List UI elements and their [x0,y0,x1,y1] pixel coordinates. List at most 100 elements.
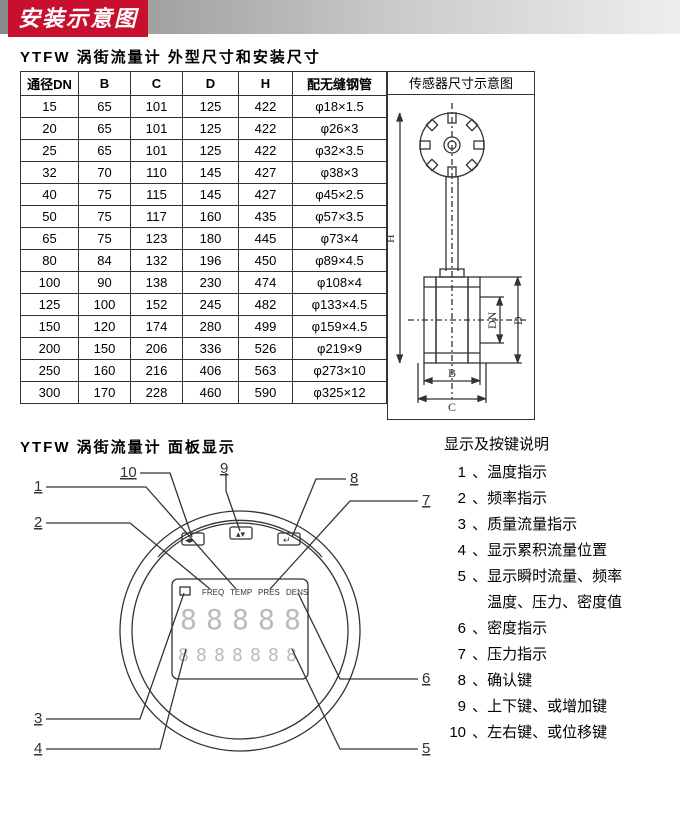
table-cell: φ32×3.5 [293,140,387,162]
legend-item: 5 、显示瞬时流量、频率 [444,564,660,590]
table-cell: 117 [131,206,183,228]
table-cell: 123 [131,228,183,250]
col-pipe: 配无缝钢管 [293,72,387,96]
legend-item: 2 、频率指示 [444,486,660,512]
svg-text:8: 8 [178,645,189,666]
legend-item: 9 、上下键、或增加键 [444,694,660,720]
table-cell: 230 [183,272,239,294]
table-cell: 40 [21,184,79,206]
legend-item: 1 、温度指示 [444,460,660,486]
table-cell: 152 [131,294,183,316]
table-cell: 132 [131,250,183,272]
table-cell: φ45×2.5 [293,184,387,206]
table-cell: 526 [239,338,293,360]
callout-4: 4 [34,740,42,757]
svg-text:DENS: DENS [286,588,308,597]
table-cell: 145 [183,162,239,184]
legend-item: 8 、确认键 [444,668,660,694]
table-row: 250160216406563φ273×10 [21,360,387,382]
table-cell: 499 [239,316,293,338]
table-cell: 245 [183,294,239,316]
table-cell: 160 [79,360,131,382]
table-cell: 84 [79,250,131,272]
callout-10: 10 [120,464,137,481]
table-cell: 75 [79,206,131,228]
table-cell: 482 [239,294,293,316]
table-cell: φ89×4.5 [293,250,387,272]
svg-text:8: 8 [284,603,301,636]
table-cell: 75 [79,184,131,206]
table-cell: 200 [21,338,79,360]
table-cell: 20 [21,118,79,140]
table-cell: 435 [239,206,293,228]
svg-text:8: 8 [268,645,279,666]
table-cell: 75 [79,228,131,250]
table-cell: 100 [21,272,79,294]
label-C: C [448,400,456,414]
table-cell: φ159×4.5 [293,316,387,338]
panel-diagram: ◂▸ ▴▾ ↵ FREQ TEMP PRES DENS 88 88 [20,461,440,761]
table-row: 8084132196450φ89×4.5 [21,250,387,272]
header-title: 安装示意图 [8,0,148,37]
table-row: 2565101125422φ32×3.5 [21,140,387,162]
svg-text:8: 8 [214,645,225,666]
table-cell: φ26×3 [293,118,387,140]
table-cell: 250 [21,360,79,382]
table-cell: 110 [131,162,183,184]
col-d: D [183,72,239,96]
svg-text:↵: ↵ [283,535,291,545]
callout-2: 2 [34,514,42,531]
dimensions-table: 通径DN B C D H 配无缝钢管 1565101125422φ18×1.52… [20,71,387,404]
table-cell: 145 [183,184,239,206]
table-cell: φ57×3.5 [293,206,387,228]
col-h: H [239,72,293,96]
panel-title: YTFW 涡街流量计 面板显示 [20,436,440,457]
table-cell: φ18×1.5 [293,96,387,118]
panel-section: YTFW 涡街流量计 面板显示 ◂▸ ▴▾ ↵ [0,426,680,772]
table-cell: 427 [239,184,293,206]
table-cell: φ73×4 [293,228,387,250]
table-cell: 125 [183,118,239,140]
svg-text:▴▾: ▴▾ [236,529,246,539]
table-cell: 120 [79,316,131,338]
legend-item: 7 、压力指示 [444,642,660,668]
table-cell: 115 [131,184,183,206]
svg-text:8: 8 [180,603,197,636]
callout-6: 6 [422,670,430,687]
svg-text:8: 8 [206,603,223,636]
table-row: 6575123180445φ73×4 [21,228,387,250]
table-cell: 590 [239,382,293,404]
table-cell: 65 [79,96,131,118]
table-cell: 65 [79,118,131,140]
svg-text:8: 8 [250,645,261,666]
table-cell: 216 [131,360,183,382]
svg-text:PRES: PRES [258,588,280,597]
table-cell: 180 [183,228,239,250]
callout-1: 1 [34,478,42,495]
svg-text:TEMP: TEMP [230,588,252,597]
table-row: 200150206336526φ219×9 [21,338,387,360]
table-cell: 101 [131,140,183,162]
panel-legend: 显示及按键说明 1 、温度指示2 、频率指示3 、质量流量指示4 、显示累积流量… [440,430,660,766]
table-cell: 300 [21,382,79,404]
table-cell: 460 [183,382,239,404]
legend-title: 显示及按键说明 [444,432,660,458]
table-cell: 70 [79,162,131,184]
table-cell: 563 [239,360,293,382]
table-cell: 196 [183,250,239,272]
table-header-row: 通径DN B C D H 配无缝钢管 [21,72,387,96]
table-cell: 25 [21,140,79,162]
callout-8: 8 [350,470,358,487]
legend-item: 温度、压力、密度值 [444,590,660,616]
table-cell: 445 [239,228,293,250]
table-cell: 427 [239,162,293,184]
table-cell: φ133×4.5 [293,294,387,316]
col-dn: 通径DN [21,72,79,96]
label-B: B [448,366,456,380]
table-cell: φ273×10 [293,360,387,382]
table-row: 1565101125422φ18×1.5 [21,96,387,118]
table-cell: 406 [183,360,239,382]
table-cell: 150 [21,316,79,338]
legend-item: 3 、质量流量指示 [444,512,660,538]
callout-7: 7 [422,492,430,509]
